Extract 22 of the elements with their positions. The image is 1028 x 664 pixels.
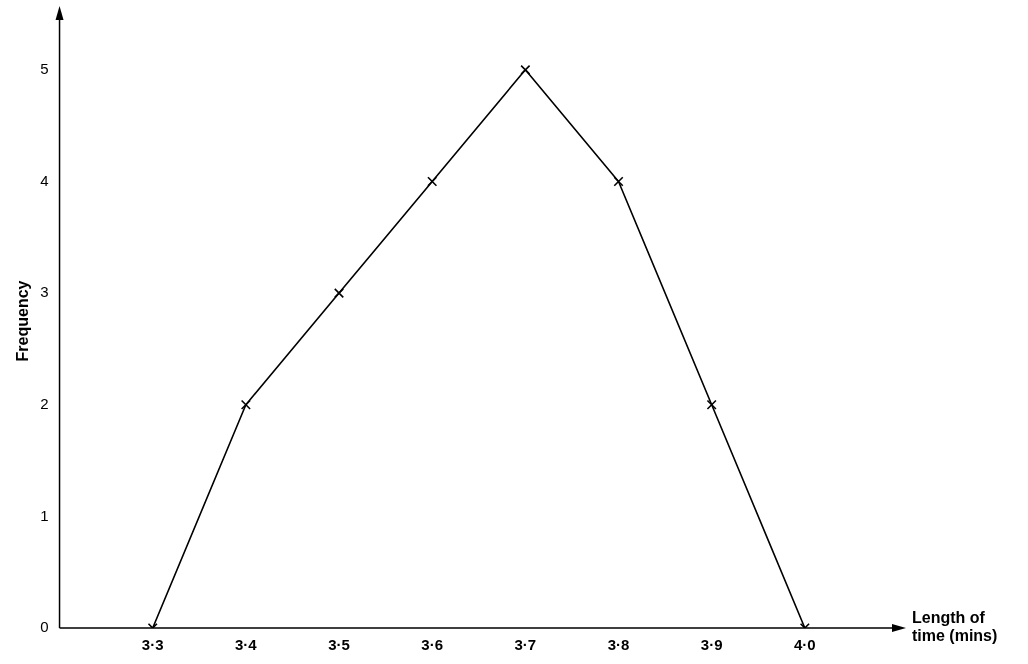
y-tick-label: 0 [40, 618, 49, 636]
y-tick-label: 5 [40, 59, 49, 77]
x-tick-label: 3·4 [235, 636, 258, 654]
point [520, 64, 531, 75]
x-tick-label: 3·6 [421, 636, 444, 654]
x-tick-label: 4·0 [793, 636, 816, 654]
x-tick-label: 3·3 [141, 636, 164, 654]
point [333, 288, 345, 299]
y-tick-label: 4 [40, 171, 49, 189]
x-tick-label: 3·5 [328, 636, 350, 654]
y-tick-label: 2 [40, 394, 49, 412]
point [613, 176, 624, 187]
x-tick-label: 3·7 [514, 636, 537, 654]
y-tick-label: 3 [40, 283, 49, 301]
y-tick-label: 1 [40, 506, 49, 524]
x-tick-label: 3·9 [700, 636, 723, 654]
x-tick-label: 3·8 [607, 636, 630, 654]
point [427, 176, 438, 187]
point [240, 399, 251, 410]
y-axis-title: Frequency [14, 280, 32, 362]
point [706, 399, 717, 410]
x-axis-title: Length of time (mins) [912, 609, 998, 645]
